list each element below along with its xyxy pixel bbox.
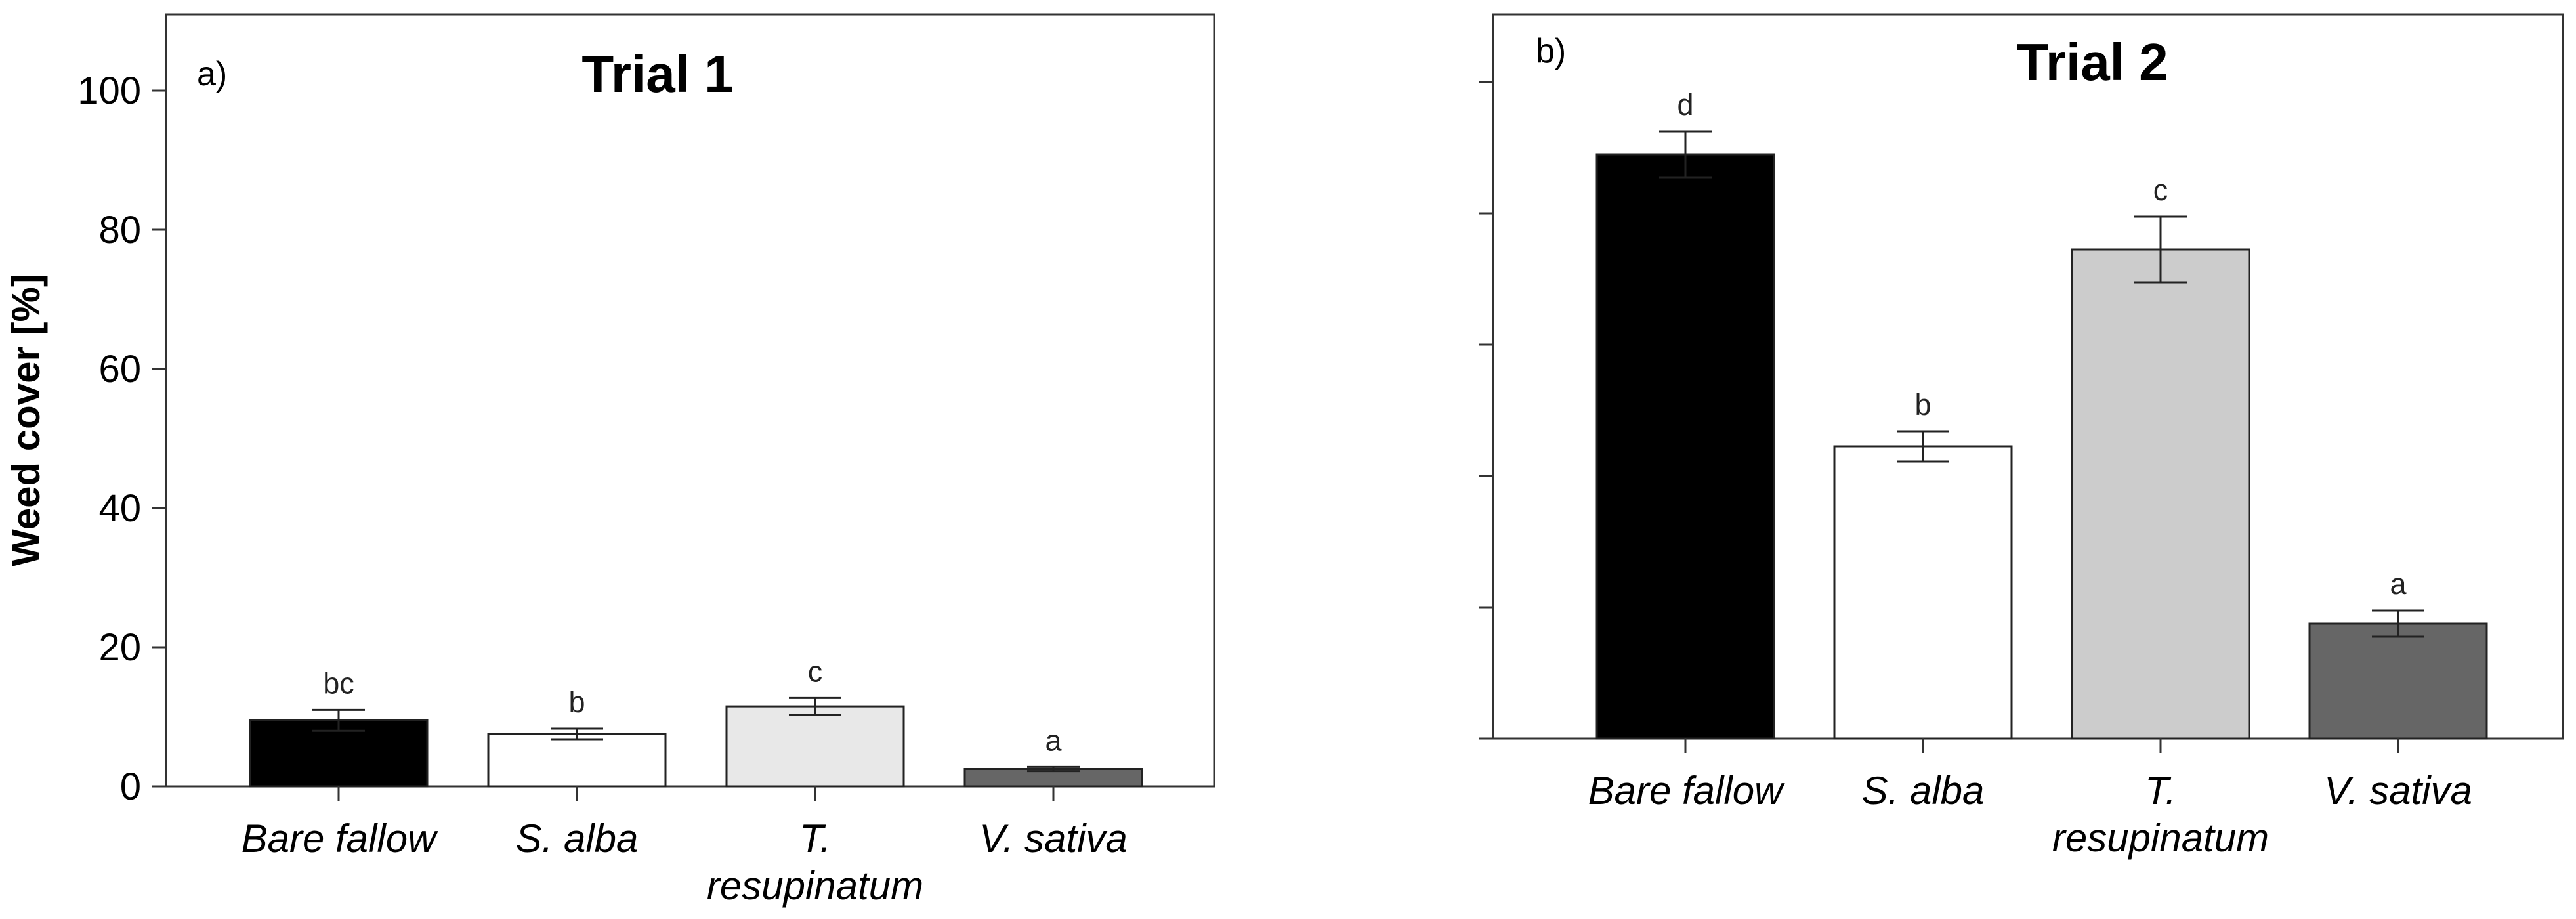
bar bbox=[725, 705, 905, 788]
significance-letter: a bbox=[2390, 567, 2407, 601]
y-tick-label: 40 bbox=[98, 487, 141, 530]
significance-letter: b bbox=[568, 685, 585, 719]
panel-label: b) bbox=[1536, 32, 1566, 70]
significance-letter: c bbox=[2153, 173, 2168, 207]
significance-letter: c bbox=[808, 654, 823, 688]
y-tick-label: 100 bbox=[77, 70, 141, 112]
bar bbox=[1595, 153, 1775, 740]
significance-letter: bc bbox=[323, 666, 354, 700]
chart-title: Trial 1 bbox=[581, 45, 733, 103]
plot-frame bbox=[1492, 13, 2564, 740]
bar bbox=[487, 733, 667, 788]
x-tick-label: Bare fallow bbox=[1588, 769, 1785, 813]
y-tick-label: 60 bbox=[98, 348, 141, 391]
x-tick-label: V. sativa bbox=[979, 817, 1128, 861]
y-axis-label: Weed cover [%] bbox=[4, 274, 48, 566]
x-tick-label: T. bbox=[2145, 769, 2176, 813]
chart-panel-2: Trial 2 b) d Bare fallow b S. alba c T.resupina… bbox=[1479, 13, 2564, 860]
panel-label: a) bbox=[197, 55, 227, 93]
x-tick-label: V. sativa bbox=[2324, 769, 2472, 813]
x-tick-label: resupinatum bbox=[707, 864, 923, 908]
x-tick-label: S. alba bbox=[516, 817, 639, 861]
x-tick-label: Bare fallow bbox=[242, 817, 438, 861]
x-tick-label: S. alba bbox=[1862, 769, 1985, 813]
y-tick-label: 80 bbox=[98, 209, 141, 251]
chart-panel-1: 0 20 40 60 80 100 Trial 1 a) bc Bare fallow b S. al… bbox=[77, 13, 1215, 908]
bar bbox=[2308, 622, 2488, 740]
significance-letter: b bbox=[1914, 388, 1931, 421]
significance-letter: d bbox=[1677, 88, 1693, 121]
bar bbox=[2071, 248, 2250, 740]
significance-letter: a bbox=[1045, 723, 1062, 757]
bar bbox=[1833, 445, 2013, 740]
chart-title: Trial 2 bbox=[2016, 33, 2168, 91]
y-tick-label: 0 bbox=[120, 765, 141, 808]
x-tick-label: resupinatum bbox=[2052, 816, 2269, 860]
plot-frame bbox=[165, 13, 1215, 788]
x-tick-label: T. bbox=[799, 817, 831, 861]
y-tick-label: 20 bbox=[98, 626, 141, 669]
